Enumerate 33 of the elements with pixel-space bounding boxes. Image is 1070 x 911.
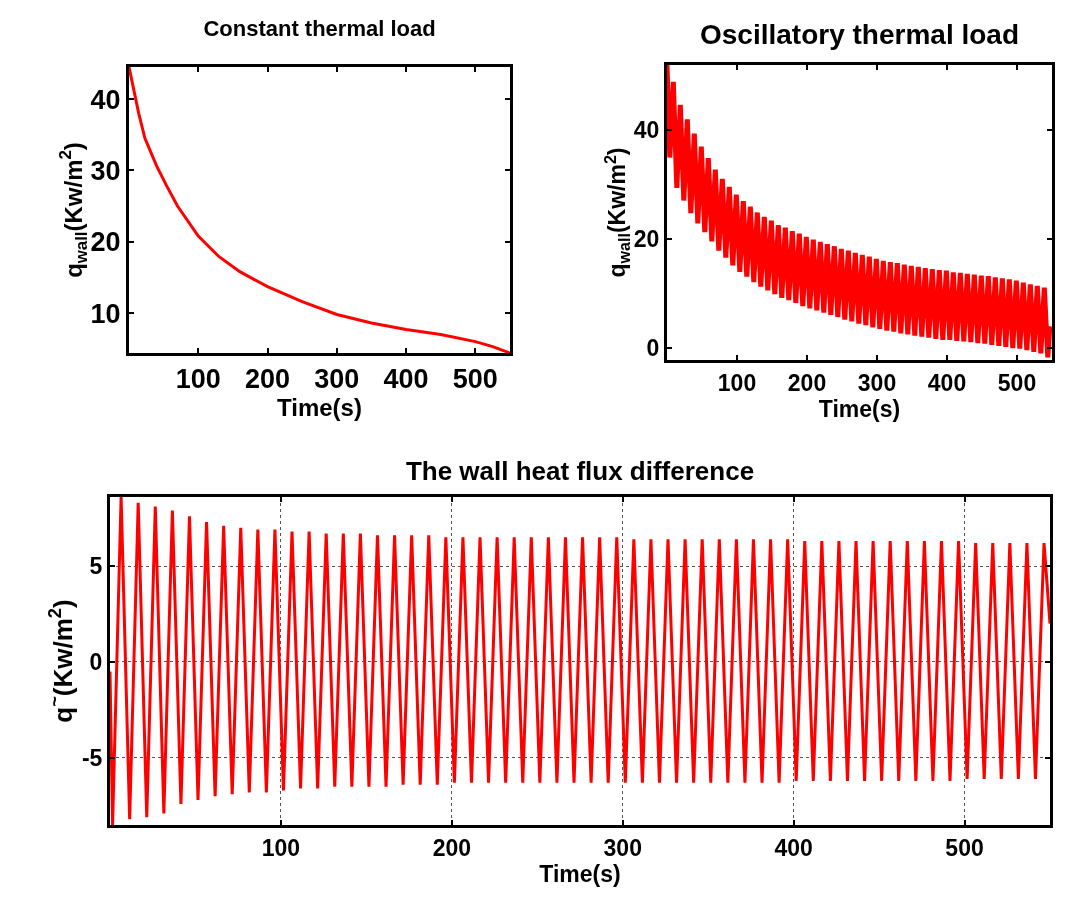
x-tick-label: 300 bbox=[603, 834, 642, 861]
x-tick-label: 100 bbox=[261, 834, 301, 861]
chart-title: Constant thermal load bbox=[203, 15, 436, 41]
y-tick-label: 40 bbox=[633, 117, 660, 144]
x-tick-label: 300 bbox=[314, 364, 360, 395]
chart-title: Oscillatory thermal load bbox=[700, 19, 1019, 51]
x-axis-title: Time(s) bbox=[277, 394, 362, 422]
y-tick-label: 20 bbox=[633, 226, 660, 253]
y-tick-label: 10 bbox=[90, 298, 121, 329]
x-tick-label: 200 bbox=[432, 834, 472, 861]
y-tick-label: 40 bbox=[90, 84, 121, 115]
x-tick-label: 200 bbox=[787, 369, 827, 396]
x-tick-label: 400 bbox=[927, 369, 967, 396]
x-tick-label: 400 bbox=[774, 834, 813, 861]
x-axis-title: Time(s) bbox=[818, 395, 901, 422]
x-tick-label: 100 bbox=[717, 369, 757, 396]
chart-title: The wall heat flux difference bbox=[405, 456, 755, 487]
y-tick-label: 5 bbox=[89, 553, 103, 580]
line-series bbox=[110, 497, 1050, 825]
x-tick-label: 400 bbox=[383, 364, 429, 395]
x-tick-label: 100 bbox=[175, 364, 221, 395]
y-tick-label: -5 bbox=[81, 744, 103, 771]
x-tick-label: 500 bbox=[997, 369, 1037, 396]
y-tick-label: 0 bbox=[89, 649, 103, 676]
x-tick-label: 500 bbox=[945, 834, 984, 861]
y-tick-label: 30 bbox=[90, 155, 121, 186]
x-tick-label: 200 bbox=[245, 364, 291, 395]
y-tick-label: 0 bbox=[646, 335, 660, 362]
x-tick-label: 500 bbox=[452, 364, 498, 395]
x-tick-label: 300 bbox=[857, 369, 897, 396]
x-axis-title: Time(s) bbox=[539, 860, 621, 887]
line-series bbox=[129, 67, 510, 353]
y-tick-label: 20 bbox=[90, 227, 121, 258]
